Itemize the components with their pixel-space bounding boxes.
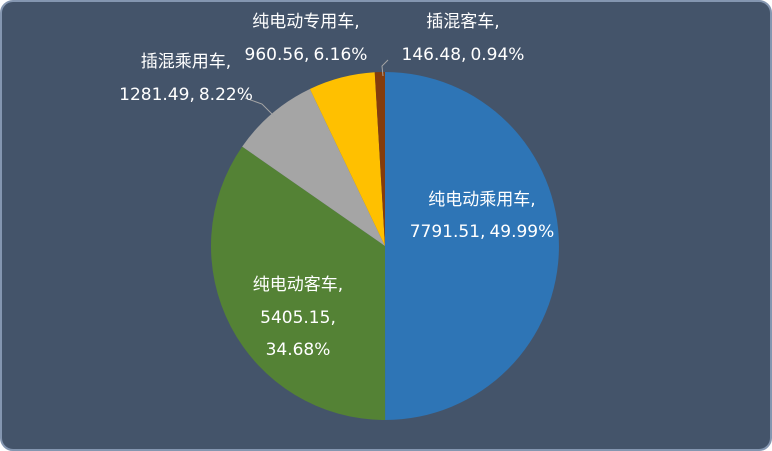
data-label: 纯电动专用车, [252, 12, 359, 32]
leader-line [381, 59, 389, 77]
label-sep: , [494, 12, 499, 32]
label-cat: 纯电动客车 [253, 275, 338, 295]
label-cat: 插混乘用车 [141, 52, 226, 72]
label-sep: , [304, 45, 309, 65]
data-label: 146.48, 0.94% [402, 45, 525, 65]
label-sep: , [330, 308, 335, 328]
label-val: 5405.15 [260, 308, 330, 328]
pie-slice [242, 89, 385, 246]
leader-line [244, 97, 277, 119]
label-sep: , [226, 52, 231, 72]
data-label: 7791.51, 49.99% [410, 222, 555, 242]
data-label: 插混乘用车, [141, 52, 231, 72]
pie-slice [309, 72, 385, 246]
label-pct: 0.94% [470, 45, 524, 65]
label-sep: , [189, 85, 194, 105]
pie-slice [374, 72, 385, 246]
label-pct: 34.68% [266, 340, 331, 360]
data-label: 960.56, 6.16% [245, 45, 368, 65]
label-pct: 6.16% [313, 45, 367, 65]
label-val: 7791.51 [410, 222, 480, 242]
label-val: 960.56 [245, 45, 304, 65]
label-val: 146.48 [402, 45, 461, 65]
label-cat: 插混客车 [426, 12, 494, 32]
data-label: 插混客车, [426, 12, 499, 32]
label-cat: 纯电动专用车 [252, 12, 354, 32]
data-label: 5405.15, [260, 308, 336, 328]
data-label: 1281.49, 8.22% [119, 85, 253, 105]
pie [211, 72, 559, 421]
label-sep: , [461, 45, 466, 65]
label-pct: 49.99% [489, 222, 554, 242]
data-label: 纯电动客车, [253, 275, 343, 295]
pie-slice [385, 72, 559, 420]
pie-slice [211, 146, 386, 421]
data-label: 34.68% [266, 340, 331, 360]
data-label: 纯电动乘用车, [428, 190, 535, 210]
data-labels: 纯电动乘用车,7791.51, 49.99%纯电动客车,5405.15,34.68… [119, 12, 554, 360]
label-pct: 8.22% [199, 85, 253, 105]
label-sep: , [338, 275, 343, 295]
label-sep: , [480, 222, 485, 242]
label-cat: 纯电动乘用车 [428, 190, 530, 210]
label-val: 1281.49 [119, 85, 189, 105]
label-sep: , [354, 12, 359, 32]
label-sep: , [530, 190, 535, 210]
